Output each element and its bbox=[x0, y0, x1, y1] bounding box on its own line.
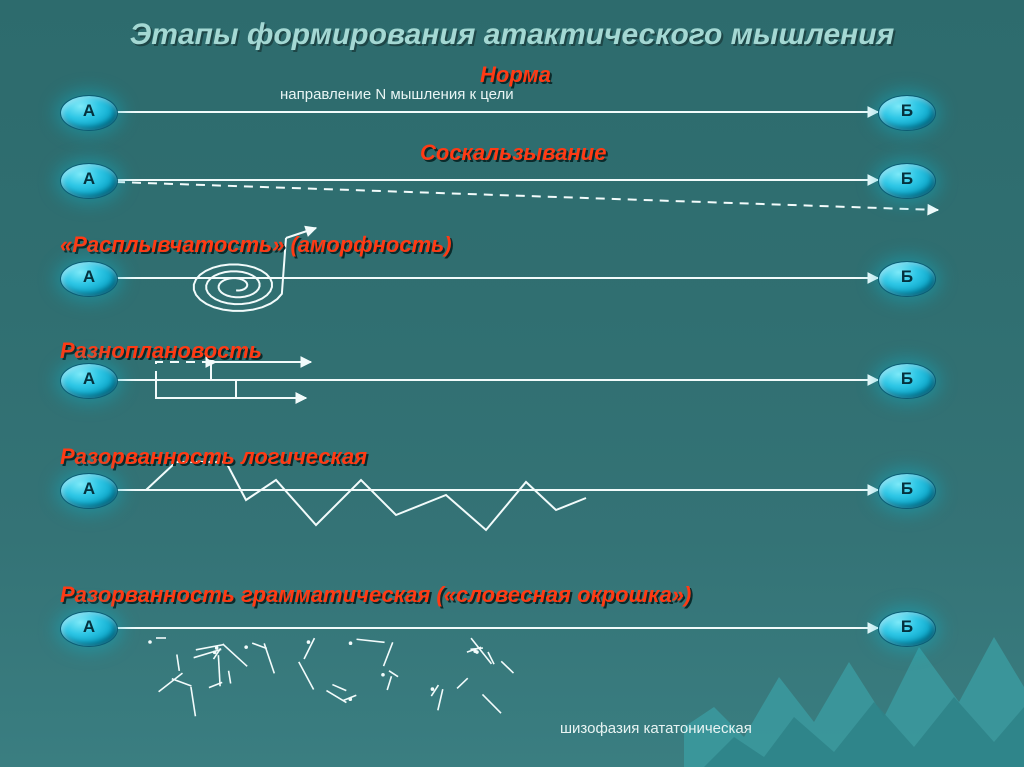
node-b-5-label: Б bbox=[879, 617, 935, 637]
node-a-2-label: А bbox=[61, 267, 117, 287]
node-b-1-label: Б bbox=[879, 169, 935, 189]
node-a-2: А bbox=[60, 261, 118, 297]
node-a-3: А bbox=[60, 363, 118, 399]
stage-label-2: «Расплывчатость» (аморфность) bbox=[60, 232, 452, 258]
footer-text: шизофазия кататоническая bbox=[560, 720, 752, 737]
node-b-4-label: Б bbox=[879, 479, 935, 499]
node-b-0-label: Б bbox=[879, 101, 935, 121]
node-b-2-label: Б bbox=[879, 267, 935, 287]
node-b-0: Б bbox=[878, 95, 936, 131]
stage-label-4: Разорванность логическая bbox=[60, 444, 367, 470]
page-title: Этапы формирования атактического мышлени… bbox=[0, 18, 1024, 52]
stage-label-5: Разорванность грамматическая («словесная… bbox=[60, 582, 691, 608]
node-a-0: А bbox=[60, 95, 118, 131]
node-a-4: А bbox=[60, 473, 118, 509]
decorative-mountains bbox=[684, 607, 1024, 767]
node-a-5-label: А bbox=[61, 617, 117, 637]
node-b-3-label: Б bbox=[879, 369, 935, 389]
node-a-3-label: А bbox=[61, 369, 117, 389]
node-b-2: Б bbox=[878, 261, 936, 297]
stage-label-3: Разноплановость bbox=[60, 338, 262, 364]
node-b-4: Б bbox=[878, 473, 936, 509]
stage-label-1: Соскальзывание bbox=[420, 140, 606, 166]
node-b-3: Б bbox=[878, 363, 936, 399]
node-a-1-label: А bbox=[61, 169, 117, 189]
node-a-1: А bbox=[60, 163, 118, 199]
node-b-1: Б bbox=[878, 163, 936, 199]
node-b-5: Б bbox=[878, 611, 936, 647]
node-a-5: А bbox=[60, 611, 118, 647]
node-a-4-label: А bbox=[61, 479, 117, 499]
diagram-svg bbox=[0, 0, 1024, 767]
stage-label-0: Норма bbox=[480, 62, 551, 88]
subtitle-text: направление N мышления к цели bbox=[280, 86, 514, 103]
node-a-0-label: А bbox=[61, 101, 117, 121]
